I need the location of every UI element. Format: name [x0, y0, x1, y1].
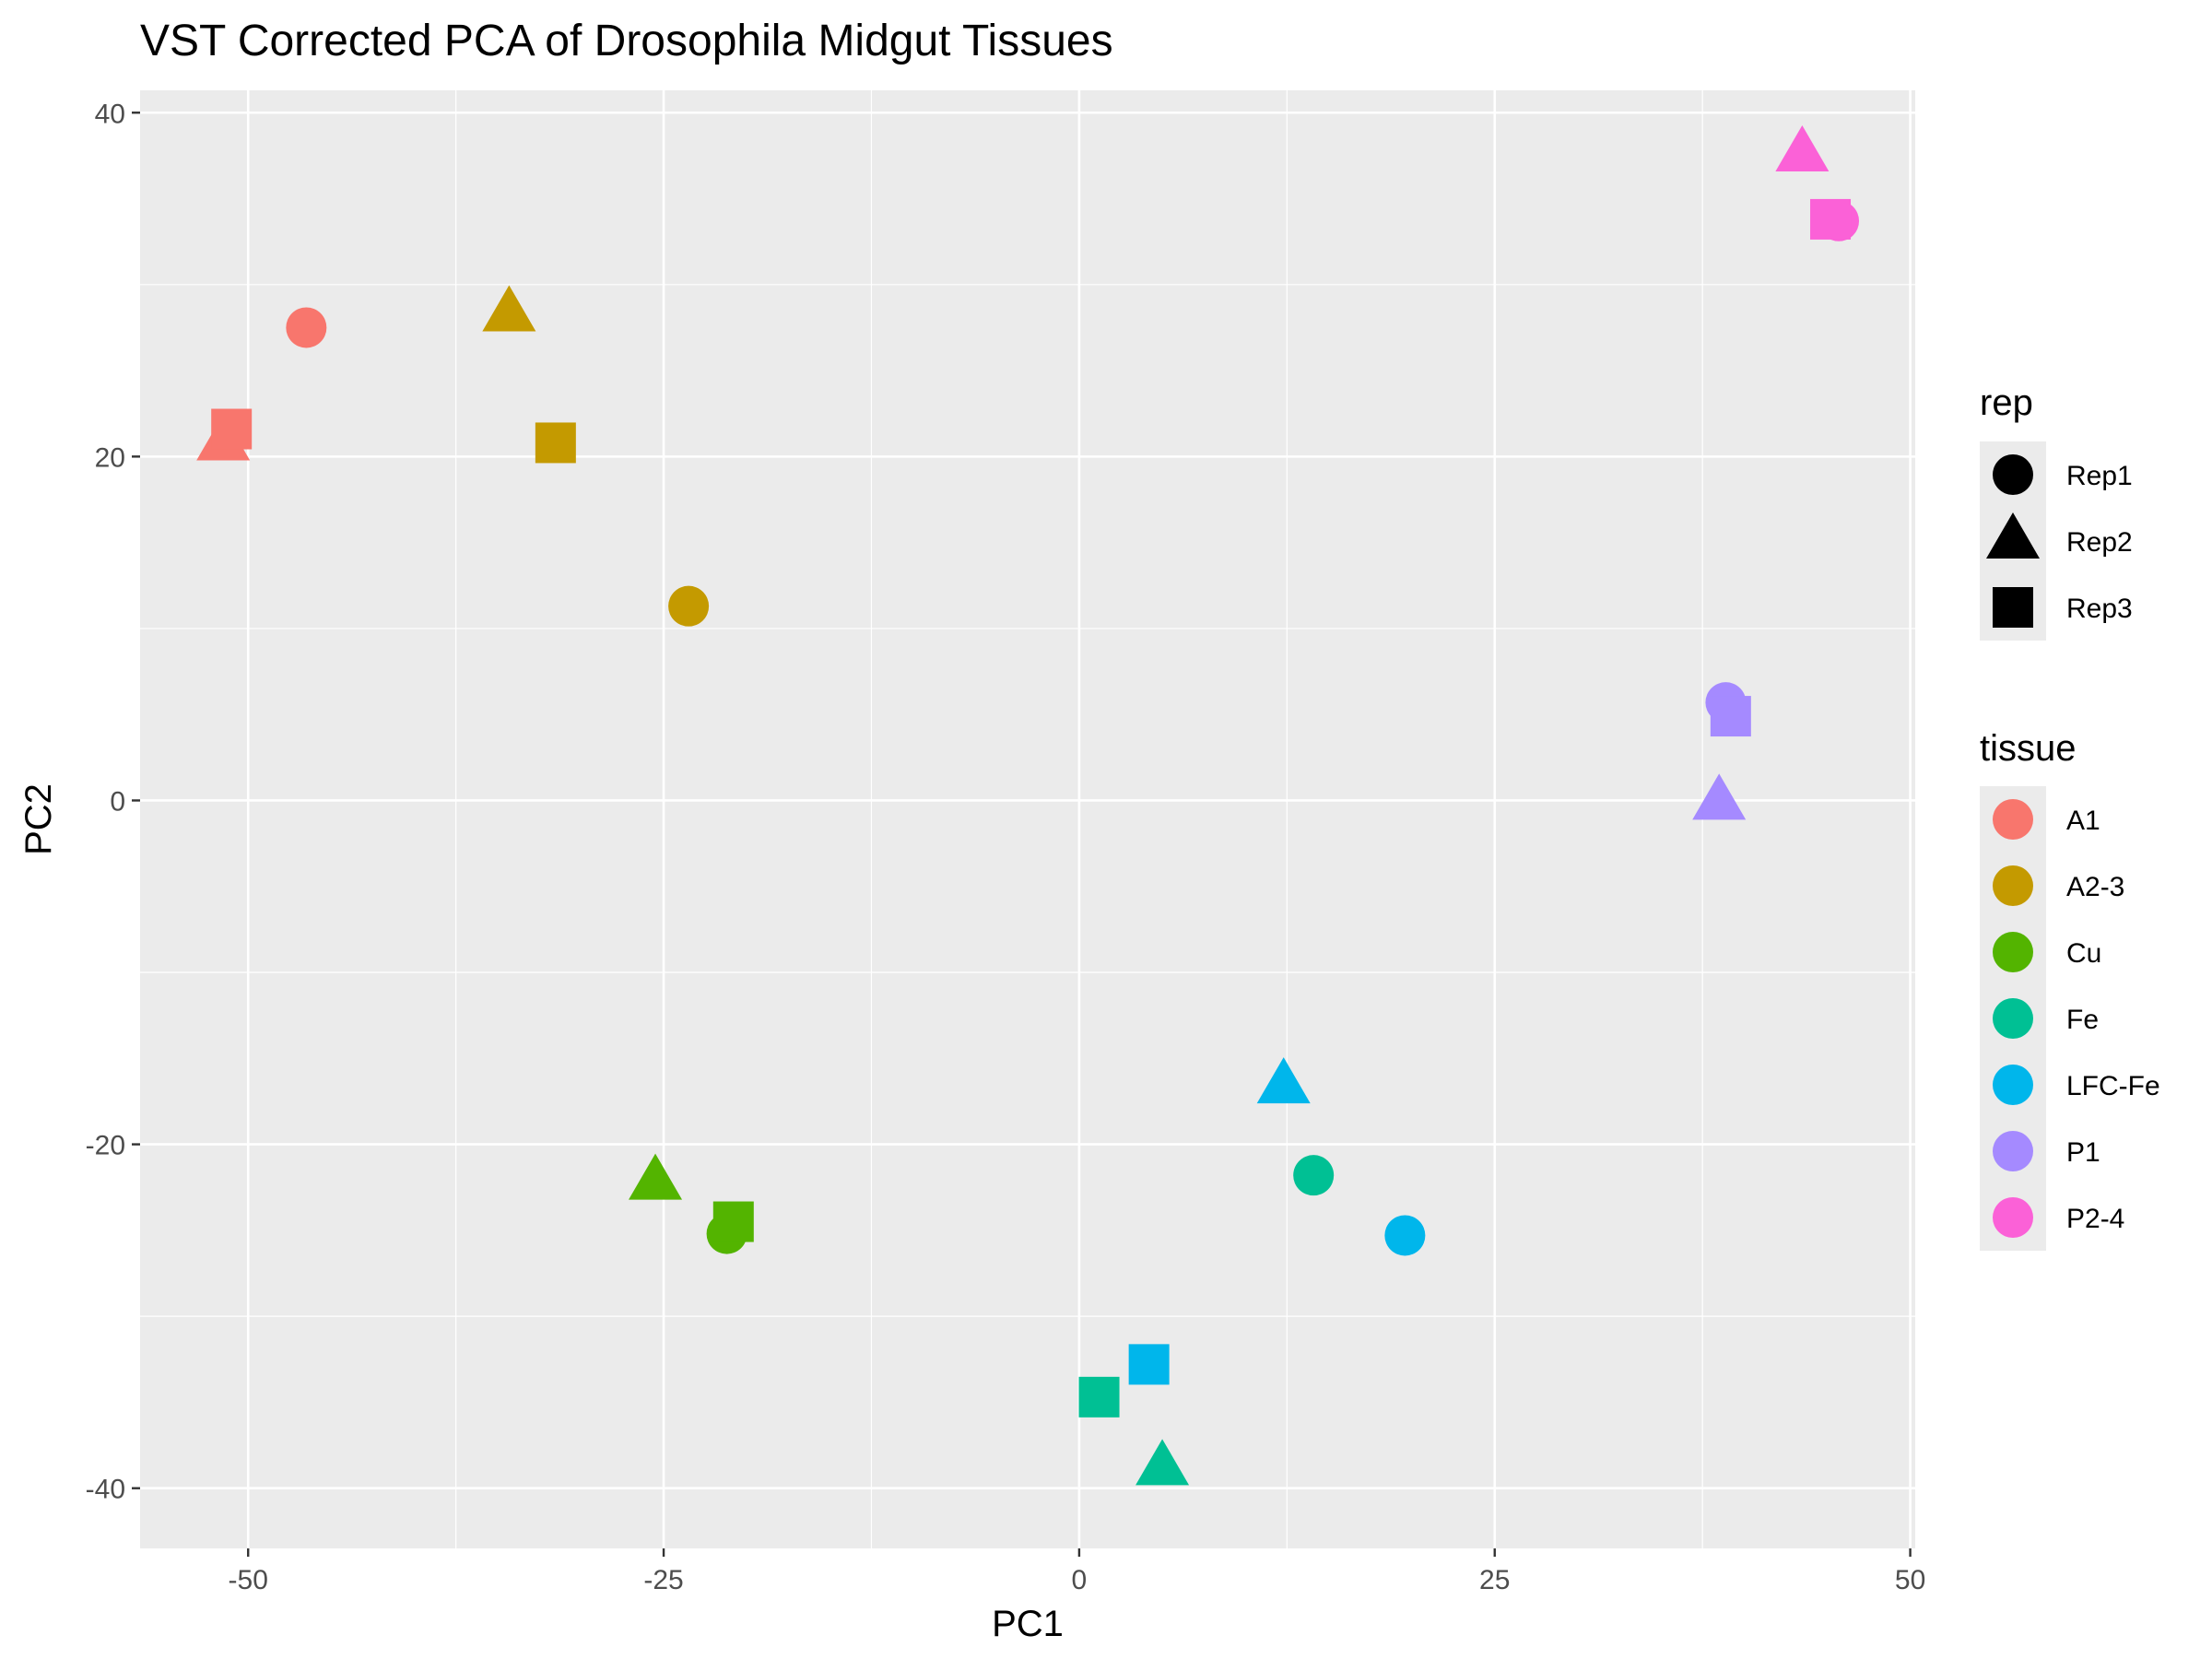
point-lfc-fe-rep2 — [1256, 1057, 1311, 1104]
legend-tissue-label: A1 — [2066, 806, 2100, 836]
legend-tissue-key-lfc-fe — [1993, 1065, 2033, 1105]
legend-tissue-key-fe — [1993, 998, 2033, 1039]
legend-tissue-label: LFC-Fe — [2066, 1071, 2160, 1101]
x-tick-label: 50 — [1895, 1565, 1925, 1595]
legend-tissue-label: P2-4 — [2066, 1204, 2124, 1234]
x-tick-label: -25 — [643, 1565, 683, 1595]
legend-tissue-key-cu — [1993, 932, 2033, 972]
plot-panel — [140, 90, 1915, 1548]
legend-tissue: tissue A1 A2-3 Cu Fe LFC-Fe P1 P2-4 — [1980, 728, 2160, 1251]
legend-rep-title: rep — [1980, 382, 2033, 423]
data-points — [196, 125, 1860, 1486]
point-fe-rep3 — [1078, 1376, 1120, 1418]
legend-rep-label: Rep3 — [2066, 594, 2133, 624]
y-tick-label: -40 — [86, 1475, 125, 1505]
legend-rep-items: Rep1 Rep2 Rep3 — [1980, 441, 2133, 641]
point-a2-3-rep3 — [535, 422, 576, 464]
x-axis-tick-labels: -50 -25 0 25 50 — [229, 1565, 1926, 1595]
legend-tissue-key-a1 — [1993, 799, 2033, 840]
point-a2-3-rep2 — [482, 285, 536, 332]
legend-tissue-items: A1 A2-3 Cu Fe LFC-Fe P1 P2-4 — [1980, 786, 2160, 1251]
x-tick-label: 0 — [1072, 1565, 1088, 1595]
point-fe-rep1 — [1293, 1155, 1335, 1196]
legend-tissue-key-a2-3 — [1993, 865, 2033, 906]
legend-tissue-label: P1 — [2066, 1137, 2100, 1168]
minor-grid — [140, 90, 1915, 1548]
legend-tissue-label: Fe — [2066, 1005, 2099, 1035]
legend-rep: rep Rep1 Rep2 Rep3 — [1980, 382, 2133, 641]
x-tick-label: -50 — [229, 1565, 268, 1595]
chart-title: VST Corrected PCA of Drosophila Midgut T… — [140, 17, 1113, 65]
point-p1-rep2 — [1692, 773, 1747, 820]
legend-tissue-key-p1 — [1993, 1131, 2033, 1171]
y-axis-tick-labels: 40 20 0 -20 -40 — [86, 99, 125, 1504]
legend-tissue-key-p2-4 — [1993, 1197, 2033, 1238]
y-tick-label: 40 — [95, 99, 125, 129]
point-a2-3-rep1 — [668, 585, 710, 627]
y-tick-label: -20 — [86, 1131, 125, 1161]
point-p2-4-rep3 — [1810, 198, 1852, 240]
legend-rep-key-rep3 — [1993, 587, 2033, 628]
point-p1-rep3 — [1710, 696, 1751, 737]
x-axis-title: PC1 — [992, 1604, 1064, 1644]
point-lfc-fe-rep1 — [1384, 1215, 1426, 1256]
legend-rep-label: Rep2 — [2066, 527, 2133, 558]
legend-rep-label: Rep1 — [2066, 461, 2133, 491]
major-grid — [140, 90, 1915, 1548]
point-lfc-fe-rep3 — [1128, 1344, 1170, 1385]
legend-tissue-label: Cu — [2066, 938, 2101, 969]
point-p2-4-rep2 — [1775, 125, 1830, 172]
legend-rep-key-rep1 — [1993, 454, 2033, 495]
y-axis-title: PC2 — [18, 783, 59, 855]
y-tick-label: 0 — [110, 786, 125, 817]
x-tick-label: 25 — [1479, 1565, 1510, 1595]
legend-tissue-label: A2-3 — [2066, 872, 2124, 902]
point-a1-rep3 — [211, 408, 253, 450]
point-a1-rep1 — [286, 307, 327, 348]
point-cu-rep2 — [629, 1153, 683, 1200]
legend-tissue-title: tissue — [1980, 728, 2077, 769]
legend-rep-key-rep2 — [1986, 512, 2040, 559]
point-cu-rep3 — [712, 1201, 754, 1242]
point-fe-rep2 — [1135, 1439, 1190, 1486]
axis-ticks — [132, 112, 1912, 1557]
y-tick-label: 20 — [95, 442, 125, 473]
